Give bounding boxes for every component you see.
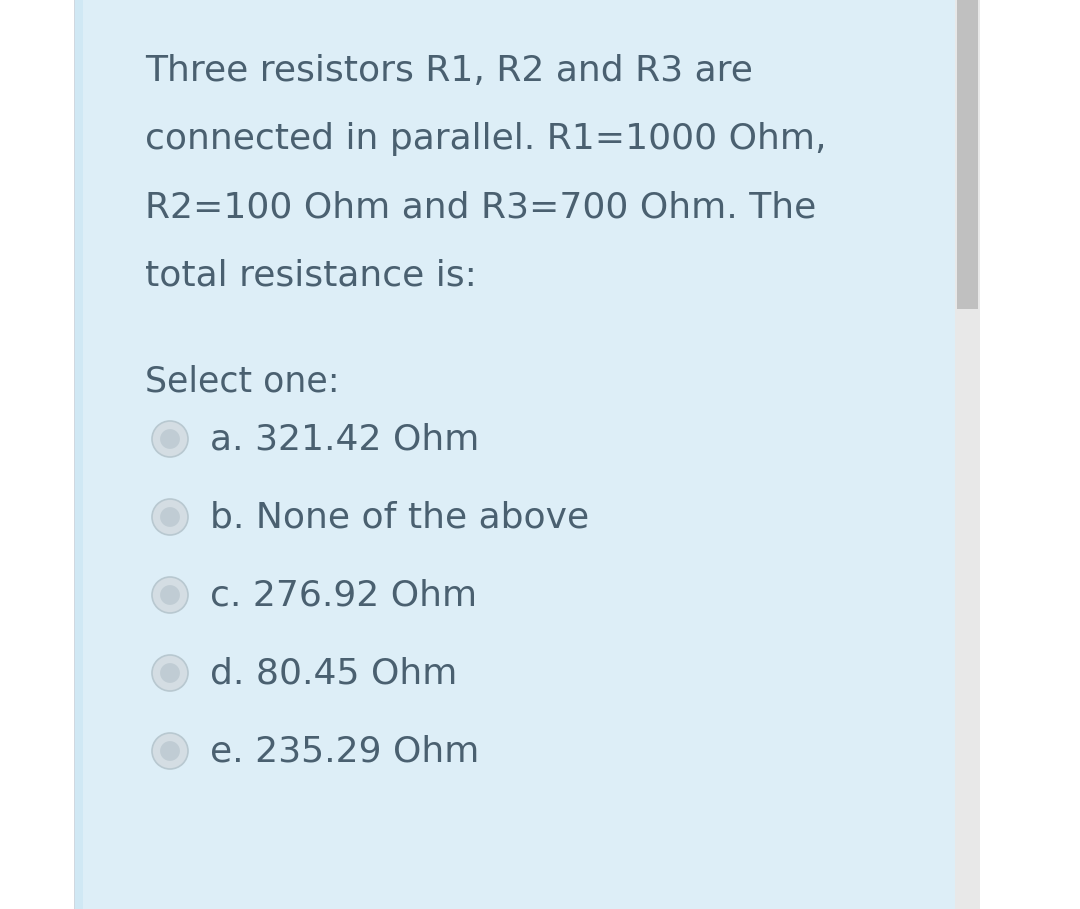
Text: Three resistors R1, R2 and R3 are: Three resistors R1, R2 and R3 are [145,54,753,88]
Text: Select one:: Select one: [145,364,339,398]
Bar [75,0,83,909]
Text: b. None of the above: b. None of the above [210,500,589,534]
Text: R2=100 Ohm and R3=700 Ohm. The: R2=100 Ohm and R3=700 Ohm. The [145,190,816,224]
Bar [75,0,955,909]
Text: d. 80.45 Ohm: d. 80.45 Ohm [210,656,457,690]
Circle shape [160,741,180,761]
Circle shape [160,429,180,449]
Bar [955,0,980,909]
Circle shape [160,663,180,683]
Text: c. 276.92 Ohm: c. 276.92 Ohm [210,578,477,612]
Bar [957,0,978,309]
Circle shape [160,585,180,604]
Circle shape [152,733,188,769]
Text: total resistance is:: total resistance is: [145,258,477,292]
Circle shape [152,499,188,535]
Text: a. 321.42 Ohm: a. 321.42 Ohm [210,422,480,456]
Circle shape [152,421,188,457]
Text: e. 235.29 Ohm: e. 235.29 Ohm [210,734,480,768]
Circle shape [152,577,188,613]
Circle shape [152,655,188,691]
Circle shape [160,507,180,527]
Text: connected in parallel. R1=1000 Ohm,: connected in parallel. R1=1000 Ohm, [145,122,826,156]
